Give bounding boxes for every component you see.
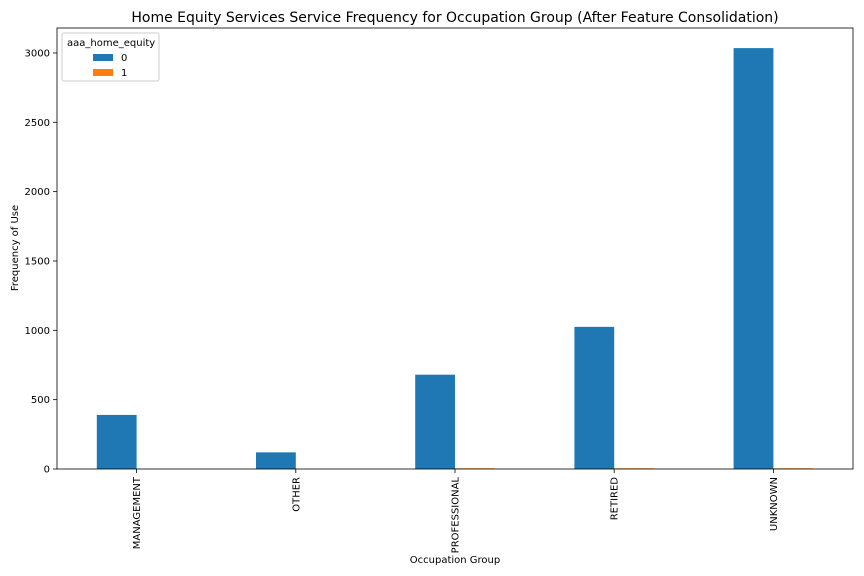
x-tick-label: OTHER xyxy=(291,477,302,512)
bar-unknown-series-0 xyxy=(733,48,774,469)
bar-retired-series-0 xyxy=(574,326,615,469)
x-axis-label: Occupation Group xyxy=(410,555,500,566)
x-tick-label: UNKNOWN xyxy=(769,477,780,531)
y-tick-label: 1000 xyxy=(25,326,50,337)
chart-title: Home Equity Services Service Frequency f… xyxy=(131,10,778,26)
y-tick-label: 3000 xyxy=(25,48,50,59)
plot-frame xyxy=(56,27,854,470)
legend: aaa_home_equity 0 1 xyxy=(61,32,160,82)
y-axis: 0 500 1000 1500 2000 2500 3000 xyxy=(25,48,57,476)
bar-management-series-0 xyxy=(96,414,137,469)
bar-professional-series-0 xyxy=(415,374,455,469)
x-tick-label: RETIRED xyxy=(610,477,621,521)
y-tick-label: 1500 xyxy=(25,256,50,267)
x-tick-label: MANAGEMENT xyxy=(132,476,143,549)
bars-group xyxy=(96,48,814,469)
y-tick-label: 500 xyxy=(31,395,50,406)
y-axis-label: Frequency of Use xyxy=(10,205,21,291)
y-tick-label: 2000 xyxy=(25,187,50,198)
legend-title: aaa_home_equity xyxy=(67,38,155,49)
x-tick-label: PROFESSIONAL xyxy=(451,477,462,554)
bar-other-series-0 xyxy=(256,452,296,469)
legend-label-1: 1 xyxy=(121,68,127,79)
y-tick-label: 2500 xyxy=(25,118,50,129)
legend-label-0: 0 xyxy=(121,53,127,64)
legend-swatch-1 xyxy=(93,69,113,76)
legend-swatch-0 xyxy=(93,54,113,61)
y-tick-label: 0 xyxy=(44,465,50,476)
x-axis: MANAGEMENT OTHER PROFESSIONAL RETIRED UNKNOW… xyxy=(132,469,780,553)
